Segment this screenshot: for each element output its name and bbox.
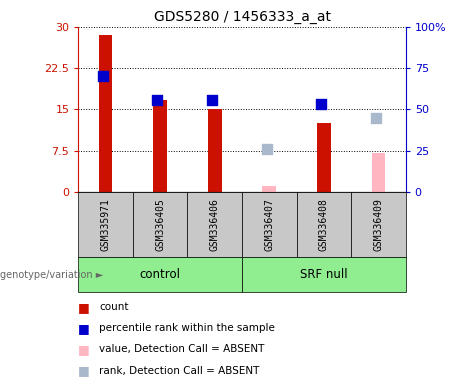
Text: value, Detection Call = ABSENT: value, Detection Call = ABSENT (99, 344, 265, 354)
Point (99, 73, 106, 79)
Text: GSM336408: GSM336408 (319, 198, 329, 251)
Text: control: control (140, 268, 181, 281)
Bar (133, 192, 188, 257)
Bar (188, 192, 242, 257)
Text: rank, Detection Call = ABSENT: rank, Detection Call = ABSENT (99, 366, 260, 376)
Text: GSM335971: GSM335971 (100, 198, 111, 251)
Text: ■: ■ (78, 301, 90, 314)
Point (263, 146, 270, 152)
Text: ■: ■ (78, 364, 90, 377)
Text: GSM336406: GSM336406 (210, 198, 220, 251)
Text: count: count (99, 302, 129, 312)
Bar (78, 192, 133, 257)
Bar (296, 192, 351, 257)
Text: GSM336407: GSM336407 (264, 198, 274, 251)
Text: genotype/variation ►: genotype/variation ► (0, 270, 103, 280)
Bar (242, 257, 406, 292)
Point (208, 96, 216, 103)
Text: GSM336405: GSM336405 (155, 198, 165, 251)
Title: GDS5280 / 1456333_a_at: GDS5280 / 1456333_a_at (154, 10, 331, 25)
Text: ■: ■ (78, 343, 90, 356)
Bar (154, 99, 167, 192)
Point (318, 101, 325, 108)
Bar (99, 35, 112, 192)
Bar (242, 192, 296, 257)
Text: GSM336409: GSM336409 (373, 198, 384, 251)
Bar (372, 154, 385, 192)
Text: ■: ■ (78, 322, 90, 335)
Text: SRF null: SRF null (300, 268, 348, 281)
Bar (262, 186, 276, 192)
Text: percentile rank within the sample: percentile rank within the sample (99, 323, 275, 333)
Bar (208, 109, 222, 192)
Bar (317, 123, 331, 192)
Point (154, 96, 161, 103)
Point (372, 115, 379, 121)
Bar (351, 192, 406, 257)
Bar (78, 257, 242, 292)
